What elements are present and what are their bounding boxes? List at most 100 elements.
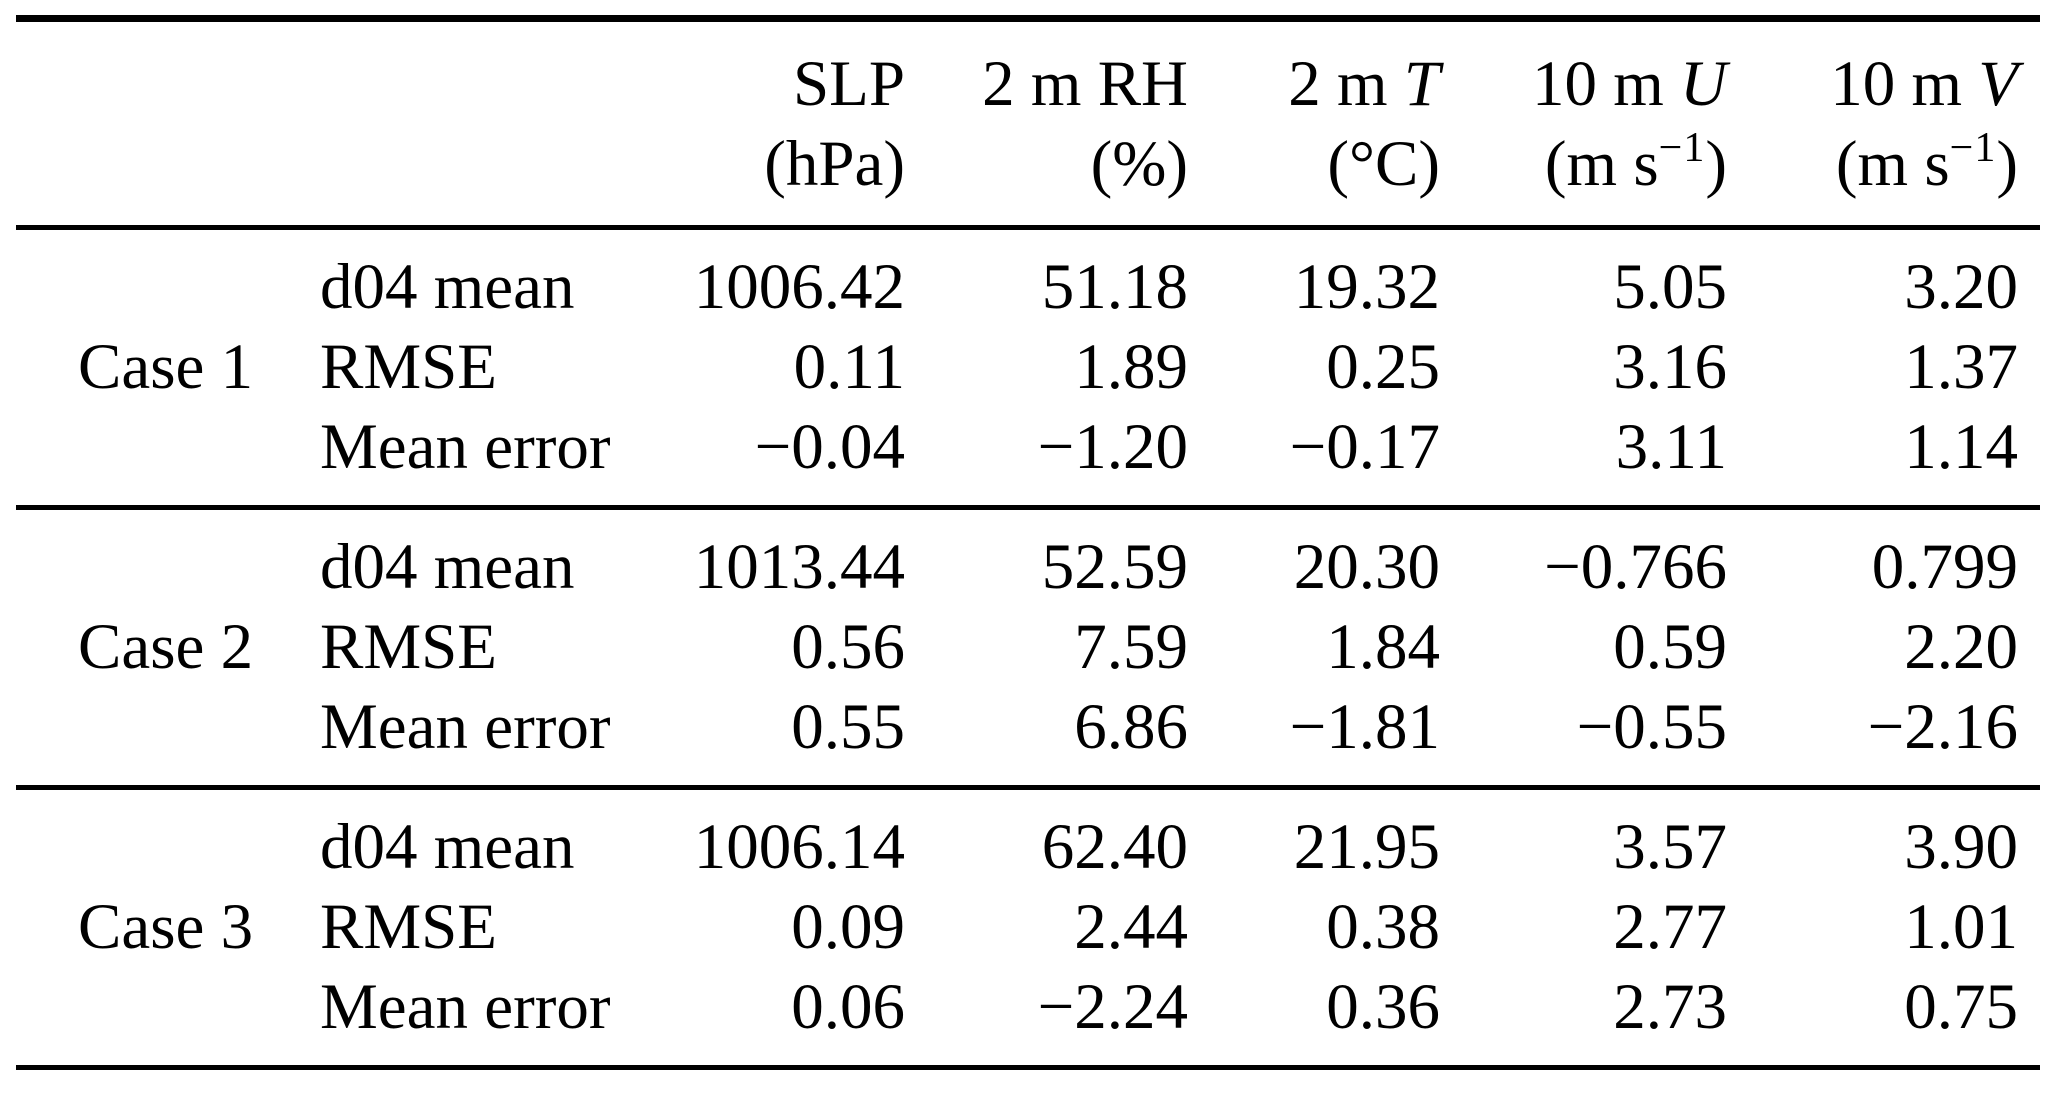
table-row: d04 mean 1006.42 51.18 19.32 5.05 3.20: [16, 228, 2040, 328]
unit-superscript: −1: [1658, 125, 1706, 171]
row-label: Mean error: [320, 971, 611, 1043]
col-header-10m-v: 10 m V: [1727, 19, 2040, 125]
table-row: Mean error 0.06 −2.24 0.36 2.73 0.75: [16, 967, 2040, 1068]
case-label-spacer: [16, 508, 302, 608]
value-cell: 2.77: [1613, 891, 1727, 963]
col-unit-2m-t: (°C): [1188, 124, 1440, 228]
col-unit-slp: (hPa): [620, 124, 905, 228]
case-label: Case 3: [78, 891, 254, 963]
value-cell: 1.89: [1074, 331, 1188, 403]
value-cell: 0.06: [791, 971, 905, 1043]
value-cell: 1013.44: [693, 531, 905, 603]
case-label: Case 2: [78, 611, 254, 683]
value-cell: 1.14: [1904, 411, 2018, 483]
value-cell: 2.20: [1904, 611, 2018, 683]
value-cell: 19.32: [1293, 251, 1440, 323]
table-row: Mean error −0.04 −1.20 −0.17 3.11 1.14: [16, 407, 2040, 508]
value-cell: 0.56: [791, 611, 905, 683]
value-cell: 0.75: [1904, 971, 2018, 1043]
unit-empty-case: [16, 124, 302, 228]
value-cell: 0.59: [1613, 611, 1727, 683]
value-cell: 0.11: [793, 331, 905, 403]
row-label: Mean error: [320, 411, 611, 483]
value-cell: 0.55: [791, 691, 905, 763]
value-cell: −2.24: [1037, 971, 1188, 1043]
case-label-spacer: [16, 967, 302, 1068]
unit-superscript: −1: [1949, 125, 1997, 171]
row-label: RMSE: [320, 891, 498, 963]
value-cell: 1.01: [1904, 891, 2018, 963]
case-label: Case 1: [78, 331, 254, 403]
col-var: U: [1680, 48, 1727, 120]
col-unit-10m-v: (m s−1): [1727, 124, 2040, 228]
value-cell: 3.11: [1615, 411, 1727, 483]
col-unit-2m-rh: (%): [905, 124, 1188, 228]
col-unit-10m-u: (m s−1): [1440, 124, 1727, 228]
col-header-10m-u: 10 m U: [1440, 19, 1727, 125]
case-label-spacer: [16, 407, 302, 508]
unit-text: (m s: [1835, 128, 1950, 200]
table-row: d04 mean 1006.14 62.40 21.95 3.57 3.90: [16, 788, 2040, 888]
header-empty-label: [302, 19, 620, 125]
value-cell: 52.59: [1041, 531, 1188, 603]
value-cell: 1006.14: [693, 811, 905, 883]
value-cell: 1.84: [1326, 611, 1440, 683]
col-name: SLP: [792, 48, 905, 120]
value-cell: −0.55: [1576, 691, 1727, 763]
value-cell: 0.799: [1871, 531, 2018, 603]
value-cell: −2.16: [1867, 691, 2018, 763]
col-header-slp: SLP: [620, 19, 905, 125]
table-header: SLP 2 m RH 2 m T 10 m U 10 m V (hPa) (%)…: [16, 19, 2040, 228]
value-cell: 2.73: [1613, 971, 1727, 1043]
col-header-2m-t: 2 m T: [1188, 19, 1440, 125]
value-cell: −0.766: [1544, 531, 1727, 603]
table-row: Case 2 RMSE 0.56 7.59 1.84 0.59 2.20: [16, 607, 2040, 687]
value-cell: 2.44: [1074, 891, 1188, 963]
value-cell: 1.37: [1904, 331, 2018, 403]
table-row: Case 1 RMSE 0.11 1.89 0.25 3.16 1.37: [16, 327, 2040, 407]
case-group-1: d04 mean 1006.42 51.18 19.32 5.05 3.20 C…: [16, 228, 2040, 508]
col-name: 10 m: [1830, 48, 1979, 120]
case-label-spacer: [16, 788, 302, 888]
unit-text: (%): [1090, 128, 1188, 200]
row-label: Mean error: [320, 691, 611, 763]
unit-empty-label: [302, 124, 620, 228]
value-cell: 62.40: [1041, 811, 1188, 883]
value-cell: 3.20: [1904, 251, 2018, 323]
value-cell: 0.36: [1326, 971, 1440, 1043]
value-cell: −1.20: [1037, 411, 1188, 483]
value-cell: −0.04: [754, 411, 905, 483]
col-var: T: [1403, 48, 1440, 120]
col-var: V: [1978, 48, 2018, 120]
header-empty-case: [16, 19, 302, 125]
row-label: d04 mean: [320, 251, 575, 323]
unit-text: ): [1996, 128, 2018, 200]
value-cell: 3.57: [1613, 811, 1727, 883]
verification-stats-table: SLP 2 m RH 2 m T 10 m U 10 m V (hPa) (%)…: [16, 15, 2040, 1070]
value-cell: 3.16: [1613, 331, 1727, 403]
table-row: Case 3 RMSE 0.09 2.44 0.38 2.77 1.01: [16, 887, 2040, 967]
value-cell: 51.18: [1041, 251, 1188, 323]
col-name: 10 m: [1531, 48, 1681, 120]
value-cell: −0.17: [1289, 411, 1440, 483]
case-group-3: d04 mean 1006.14 62.40 21.95 3.57 3.90 C…: [16, 788, 2040, 1068]
case-label-spacer: [16, 228, 302, 328]
value-cell: 0.38: [1326, 891, 1440, 963]
value-cell: 5.05: [1613, 251, 1727, 323]
col-name: 2 m: [1288, 48, 1404, 120]
value-cell: 0.25: [1326, 331, 1440, 403]
unit-text: (°C): [1327, 128, 1440, 200]
row-label: d04 mean: [320, 811, 575, 883]
table-row: Mean error 0.55 6.86 −1.81 −0.55 −2.16: [16, 687, 2040, 788]
value-cell: 21.95: [1293, 811, 1440, 883]
case-label-spacer: [16, 687, 302, 788]
case-group-2: d04 mean 1013.44 52.59 20.30 −0.766 0.79…: [16, 508, 2040, 788]
value-cell: −1.81: [1289, 691, 1440, 763]
table-row: d04 mean 1013.44 52.59 20.30 −0.766 0.79…: [16, 508, 2040, 608]
value-cell: 20.30: [1293, 531, 1440, 603]
value-cell: 0.09: [791, 891, 905, 963]
row-label: RMSE: [320, 611, 498, 683]
row-label: RMSE: [320, 331, 498, 403]
unit-text: (m s: [1544, 128, 1659, 200]
col-header-2m-rh: 2 m RH: [905, 19, 1188, 125]
